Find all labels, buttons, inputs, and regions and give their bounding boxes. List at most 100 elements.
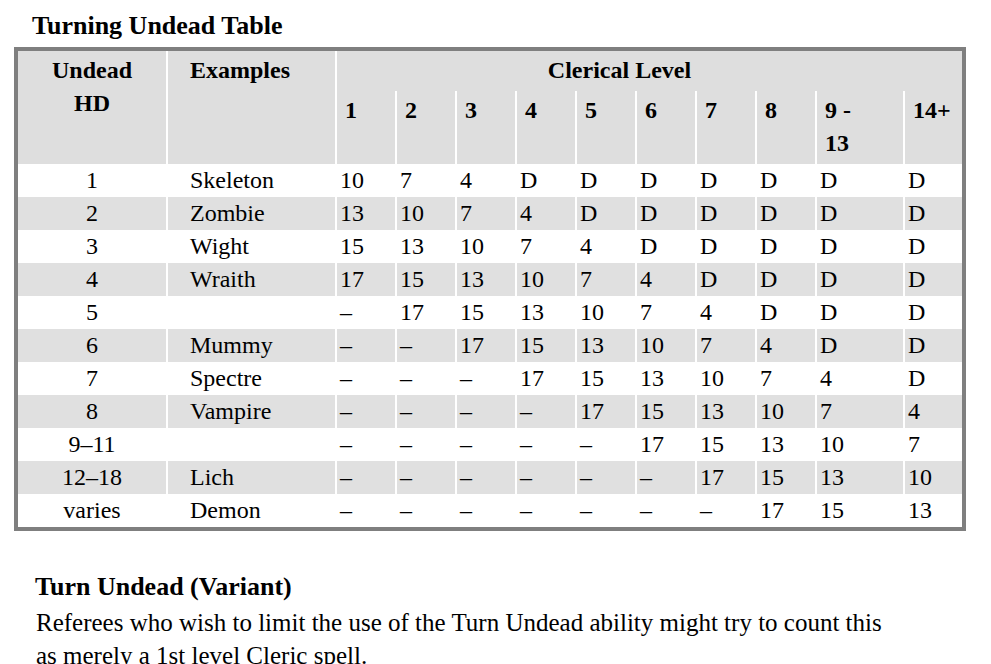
turn-value-cell: – — [397, 461, 455, 494]
turn-value-cell: – — [517, 461, 575, 494]
table-row: 1Skeleton1074DDDDDDD — [18, 164, 962, 197]
turn-value-cell: 13 — [697, 395, 755, 428]
turn-value-cell: D — [757, 263, 815, 296]
turn-value-cell: 13 — [577, 329, 635, 362]
column-header-level-2: 2 — [397, 91, 455, 164]
turn-value-cell: 7 — [517, 230, 575, 263]
turn-value-cell: – — [337, 362, 395, 395]
page-title: Turning Undead Table — [32, 10, 991, 42]
turn-value-cell: 15 — [757, 461, 815, 494]
undead-hd-cell: 5 — [18, 296, 166, 329]
turn-value-cell: – — [397, 428, 455, 461]
column-header-level-6: 6 — [637, 91, 695, 164]
undead-hd-cell: 7 — [18, 362, 166, 395]
example-cell: Vampire — [168, 395, 335, 428]
turn-value-cell: 15 — [577, 362, 635, 395]
turn-value-cell: 10 — [637, 329, 695, 362]
turn-value-cell: D — [577, 164, 635, 197]
turn-value-cell: D — [817, 197, 903, 230]
turn-value-cell: 15 — [337, 230, 395, 263]
turn-value-cell: 13 — [337, 197, 395, 230]
turn-value-cell: D — [905, 263, 962, 296]
turn-value-cell: 17 — [637, 428, 695, 461]
turn-value-cell: – — [397, 395, 455, 428]
turn-value-cell: – — [337, 329, 395, 362]
table-body: 1Skeleton1074DDDDDDD2Zombie131074DDDDDD3… — [18, 164, 962, 527]
turn-value-cell: D — [757, 197, 815, 230]
turn-value-cell: 15 — [637, 395, 695, 428]
turn-value-cell: – — [637, 494, 695, 527]
table-row: 5–1715131074DDD — [18, 296, 962, 329]
undead-hd-cell: 9–11 — [18, 428, 166, 461]
table-row: 9–11–––––171513107 — [18, 428, 962, 461]
turn-value-cell: – — [337, 494, 395, 527]
turn-value-cell: – — [337, 395, 395, 428]
turn-value-cell: 13 — [517, 296, 575, 329]
turn-value-cell: – — [337, 428, 395, 461]
turn-value-cell: – — [397, 329, 455, 362]
table-header-row-top: Undead HD Examples Clerical Level — [18, 51, 962, 91]
example-cell: Spectre — [168, 362, 335, 395]
turn-value-cell: D — [577, 197, 635, 230]
variant-paragraph: Referees who wish to limit the use of th… — [36, 606, 908, 664]
turn-value-cell: 17 — [697, 461, 755, 494]
table-header: Undead HD Examples Clerical Level 1 2 3 … — [18, 51, 962, 164]
turn-value-cell: – — [457, 428, 515, 461]
turn-value-cell: D — [905, 329, 962, 362]
turn-value-cell: 13 — [637, 362, 695, 395]
table-row: 6Mummy––1715131074DD — [18, 329, 962, 362]
example-cell — [168, 428, 335, 461]
undead-hd-cell: 8 — [18, 395, 166, 428]
turn-value-cell: – — [397, 362, 455, 395]
turn-value-cell: – — [337, 461, 395, 494]
turn-value-cell: – — [577, 494, 635, 527]
turn-value-cell: – — [517, 428, 575, 461]
turning-undead-table: Undead HD Examples Clerical Level 1 2 3 … — [14, 47, 966, 531]
turn-value-cell: 17 — [457, 329, 515, 362]
turn-value-cell: – — [397, 494, 455, 527]
turn-value-cell: – — [517, 494, 575, 527]
turn-value-cell: 10 — [337, 164, 395, 197]
turn-value-cell: D — [697, 164, 755, 197]
table-row: 3Wight15131074DDDDD — [18, 230, 962, 263]
turn-value-cell: D — [757, 296, 815, 329]
undead-hd-cell: 1 — [18, 164, 166, 197]
turn-value-cell: – — [517, 395, 575, 428]
turn-value-cell: D — [905, 164, 962, 197]
turn-value-cell: D — [905, 362, 962, 395]
example-cell: Lich — [168, 461, 335, 494]
column-header-level-9-13: 9 - 13 — [817, 91, 903, 164]
column-header-examples: Examples — [168, 51, 335, 164]
turn-value-cell: 4 — [905, 395, 962, 428]
turn-value-cell: 17 — [757, 494, 815, 527]
turn-value-cell: – — [337, 296, 395, 329]
column-header-level-7: 7 — [697, 91, 755, 164]
column-header-level-8: 8 — [757, 91, 815, 164]
turn-value-cell: 4 — [457, 164, 515, 197]
turn-value-cell: 10 — [757, 395, 815, 428]
turn-value-cell: – — [577, 428, 635, 461]
table-row: 4Wraith1715131074DDDD — [18, 263, 962, 296]
turn-value-cell: 17 — [397, 296, 455, 329]
undead-hd-cell: 3 — [18, 230, 166, 263]
turn-value-cell: D — [905, 197, 962, 230]
column-header-undead-hd: Undead HD — [18, 51, 166, 164]
turn-value-cell: 10 — [905, 461, 962, 494]
turn-value-cell: 17 — [517, 362, 575, 395]
example-cell: Wraith — [168, 263, 335, 296]
turn-value-cell: D — [905, 230, 962, 263]
turn-value-cell: 7 — [397, 164, 455, 197]
turn-value-cell: 15 — [517, 329, 575, 362]
turn-value-cell: 4 — [577, 230, 635, 263]
turn-value-cell: 15 — [817, 494, 903, 527]
turn-value-cell: D — [697, 263, 755, 296]
turn-value-cell: 4 — [517, 197, 575, 230]
table-row: 7Spectre–––1715131074D — [18, 362, 962, 395]
column-header-level-3: 3 — [457, 91, 515, 164]
example-cell: Skeleton — [168, 164, 335, 197]
turn-value-cell: 10 — [457, 230, 515, 263]
column-header-level-14plus: 14+ — [905, 91, 962, 164]
table-row: 8Vampire––––1715131074 — [18, 395, 962, 428]
turn-value-cell: D — [757, 164, 815, 197]
undead-hd-cell: 12–18 — [18, 461, 166, 494]
